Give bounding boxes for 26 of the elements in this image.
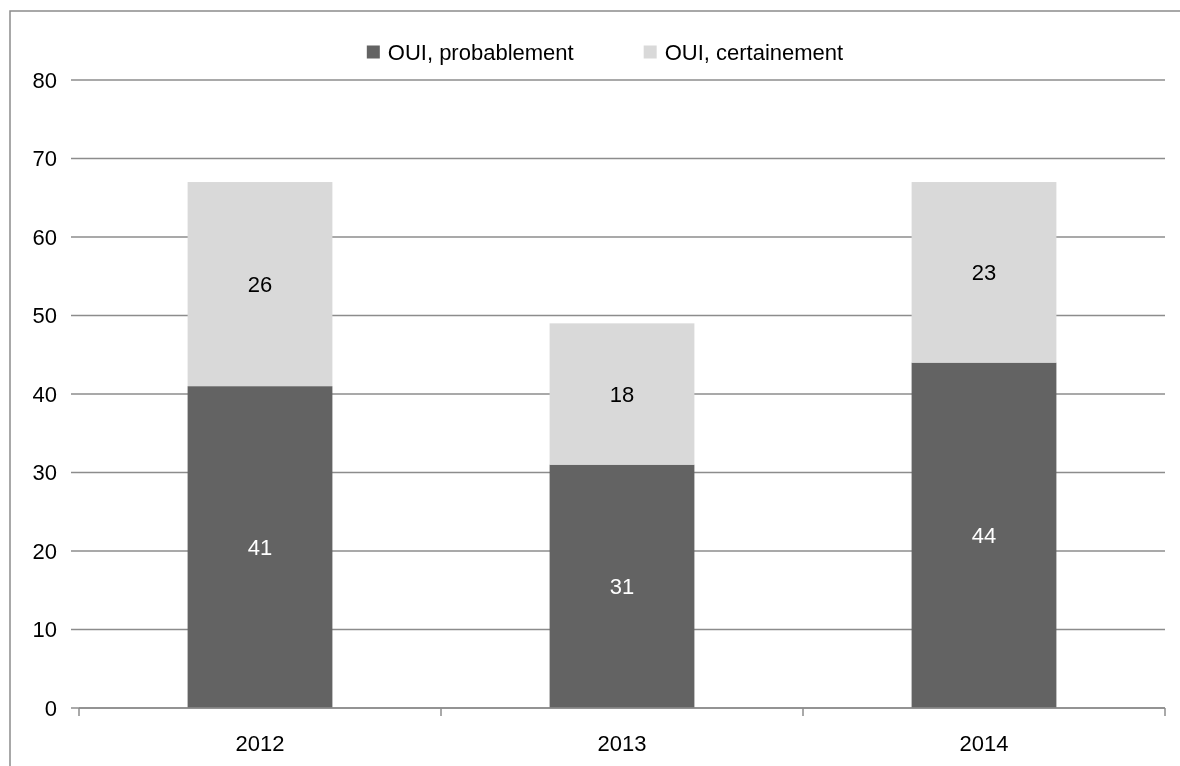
- bar: [911, 362, 1057, 708]
- y-tick-label: 0: [44, 695, 57, 721]
- bar: [549, 323, 695, 465]
- y-tick-label: 70: [32, 146, 57, 172]
- data-label: 31: [609, 574, 635, 600]
- x-tick-label: 2013: [597, 731, 647, 756]
- legend-label: OUI, probablement: [387, 39, 574, 65]
- y-tick-label: 60: [32, 224, 57, 250]
- x-tick-label: 2012: [235, 731, 285, 756]
- data-label: 41: [247, 534, 273, 560]
- y-tick-label: 80: [32, 67, 57, 93]
- bar: [911, 182, 1057, 363]
- y-tick-label: 30: [32, 460, 57, 486]
- y-tick-label: 20: [32, 538, 57, 564]
- bar: [549, 464, 695, 708]
- bar: [187, 386, 333, 708]
- y-tick-label: 40: [32, 381, 57, 407]
- y-tick-label: 10: [32, 617, 57, 643]
- legend-label: OUI, certainement: [664, 39, 844, 65]
- data-label: 44: [971, 523, 997, 548]
- data-label: 18: [609, 381, 635, 407]
- y-tick-label: 50: [32, 303, 57, 329]
- x-tick-label: 2014: [959, 731, 1009, 756]
- bar: [187, 182, 333, 387]
- data-label: 23: [971, 260, 997, 286]
- data-label: 26: [247, 271, 273, 297]
